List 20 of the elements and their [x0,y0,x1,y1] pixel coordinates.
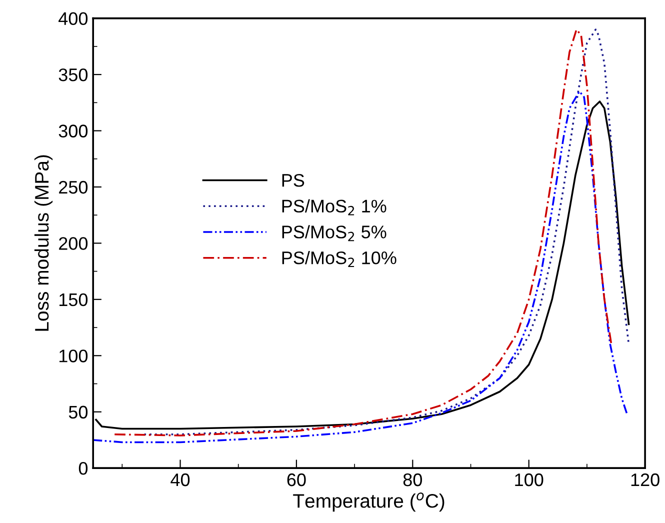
x-tick-label: 40 [170,473,190,486]
y-tick-label: 0 [78,462,88,475]
y-tick-label: 200 [59,237,88,250]
x-axis-title: Temperature ($^{o}$C) [293,492,444,512]
y-tick-label: 350 [58,68,88,82]
y-tick-label: 150 [59,293,88,306]
legend-label: PS/MoS$_{2}$ 1% [282,199,386,216]
x-tick-label: 60 [287,473,306,486]
x-tick-label: 100 [515,473,544,486]
y-axis-title: Loss modulus (MPa) [34,155,53,331]
y-tick-label: 100 [59,350,88,362]
legend-label: PS/MoS$_{2}$ 10% [282,250,396,268]
y-tick-label: 50 [68,406,88,419]
x-tick-label: 120 [631,473,660,486]
y-tick-label: 300 [58,124,88,138]
y-tick-label: 250 [59,180,88,194]
legend-label: PS/MoS$_{2}$ 5% [282,225,386,242]
y-tick-label: 400 [58,12,88,26]
legend-label: PS [282,174,304,187]
x-tick-label: 80 [403,473,422,486]
